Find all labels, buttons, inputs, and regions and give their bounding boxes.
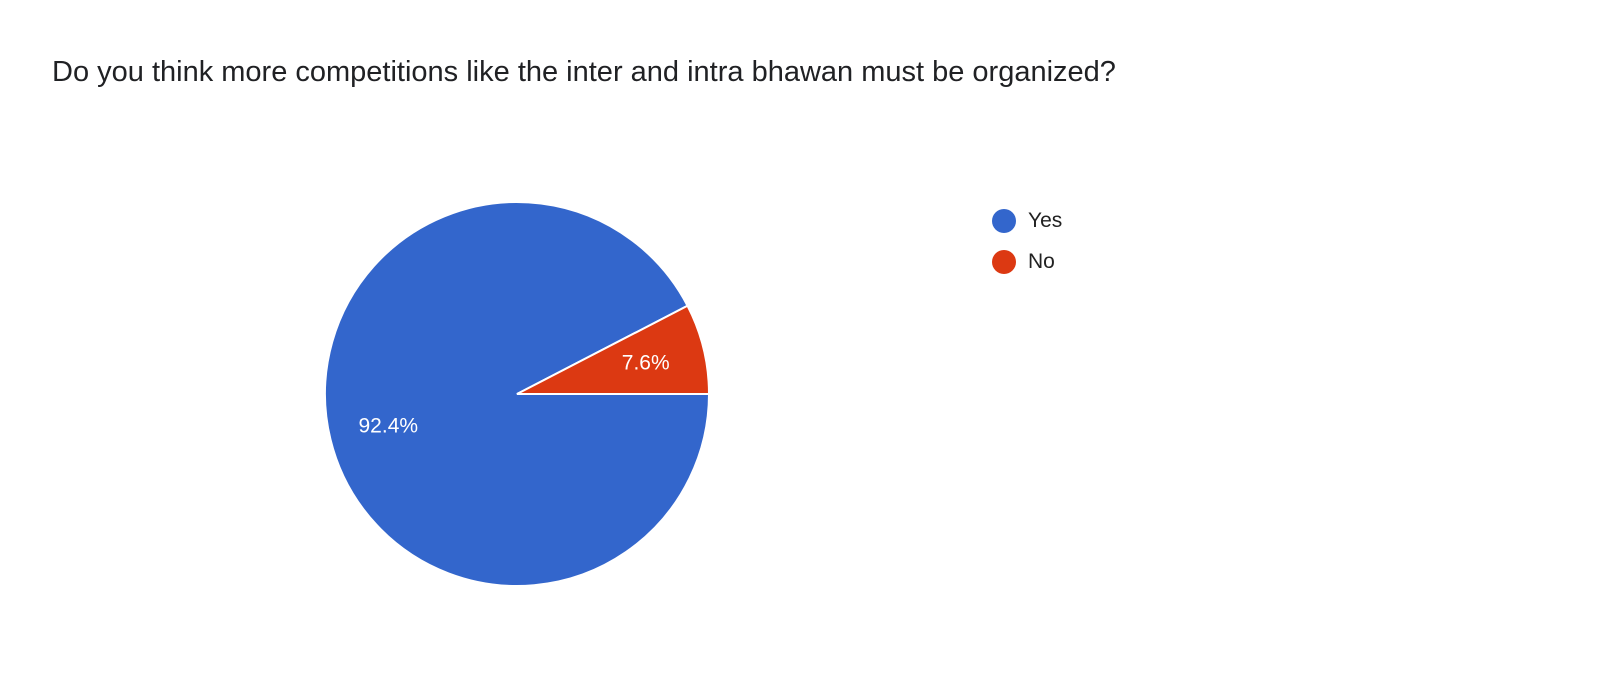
chart-title: Do you think more competitions like the …: [52, 56, 1116, 88]
legend-item-no[interactable]: No: [992, 241, 1062, 282]
pie-slice-no[interactable]: [516, 304, 711, 395]
legend-label-no: No: [1028, 249, 1055, 273]
legend: Yes No: [992, 200, 1062, 282]
legend-item-yes[interactable]: Yes: [992, 200, 1062, 241]
legend-swatch-no: [992, 249, 1016, 274]
slice-label-yes: 92.4%: [359, 414, 419, 437]
legend-swatch-yes: [992, 208, 1016, 233]
legend-label-yes: Yes: [1028, 208, 1063, 232]
slice-label-no: 7.6%: [622, 352, 670, 375]
